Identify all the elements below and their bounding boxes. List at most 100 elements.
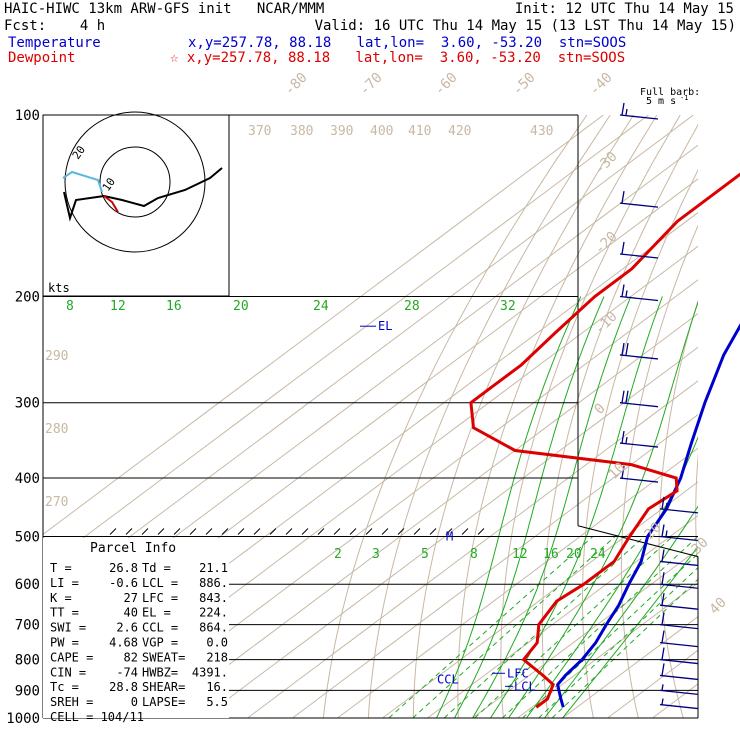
parcel-key: PW = — [50, 636, 79, 650]
dry-adiabat-line — [658, 299, 698, 718]
m-label: M — [446, 529, 453, 543]
parcel-value: 0 — [131, 695, 138, 709]
pressure-label-200: 200 — [15, 290, 40, 306]
hatch-mark — [349, 528, 357, 535]
parcel-value: 5.5 — [206, 695, 228, 709]
barb-shaft — [659, 703, 699, 710]
parcel-info-box: Parcel Info T = 26.8 Td = 21.1 LI = -0.6 LCL = 8… — [43, 538, 229, 724]
valid-time: Valid: 16 UTC Thu 14 May 15 (13 LST Thu … — [314, 18, 736, 34]
barb-full — [621, 342, 625, 356]
barb-full — [621, 390, 625, 403]
barb-full — [661, 496, 665, 509]
hatch-mark — [221, 528, 229, 535]
parcel-key: VGP = — [142, 636, 178, 650]
parcel-key: SREH = — [50, 695, 93, 709]
theta-label: 290 — [45, 349, 68, 364]
isotherm-label: 20 — [642, 520, 665, 543]
theta-e-label: 12 — [110, 299, 126, 314]
theta-label: 390 — [330, 124, 353, 139]
wind-barb — [619, 284, 659, 302]
dewpoint-legend-label: Dewpoint — [8, 50, 76, 66]
parcel-value: 27 — [124, 591, 138, 605]
wind-barb — [659, 549, 699, 567]
barb-legend-1: Full barb: — [640, 87, 700, 98]
mixing-ratio-label: 3 — [372, 547, 380, 562]
barb-full — [625, 390, 629, 403]
lcl-label: LCL — [514, 679, 536, 693]
theta-e-label: 32 — [500, 299, 516, 314]
parcel-value: 40 — [124, 606, 138, 620]
wind-barb — [659, 630, 699, 648]
init-time: Init: 12 UTC Thu 14 May 15 — [514, 1, 734, 17]
mixing-ratio-label: 8 — [470, 547, 478, 562]
dry-adiabat-line — [541, 123, 698, 718]
barb-full — [621, 102, 625, 116]
hatch-mark — [301, 528, 309, 535]
barb-shaft — [659, 508, 699, 514]
barb-shaft — [619, 295, 659, 302]
barb-full — [661, 630, 665, 643]
barb-shaft — [659, 623, 699, 630]
parcel-key: CAPE = — [50, 650, 93, 664]
parcel-value: 21.1 — [199, 561, 228, 575]
theta-label: 420 — [448, 124, 471, 139]
pressure-label-400: 400 — [15, 471, 40, 487]
theta-label: 370 — [248, 124, 271, 139]
wind-barb — [659, 524, 699, 542]
dry-adiabat-line — [620, 224, 698, 718]
parcel-key: TT = — [50, 606, 79, 620]
isotherm-label: -70 — [357, 70, 386, 99]
barb-half — [661, 684, 664, 691]
barb-shaft — [619, 114, 659, 120]
parcel-value: 26.8 — [109, 561, 138, 575]
isotherm-line — [43, 115, 604, 535]
hatch-mark — [189, 528, 197, 535]
isotherm-line — [292, 414, 698, 718]
wind-barb — [659, 698, 699, 710]
hatch-mark — [125, 528, 133, 535]
moist-adiabat-line — [472, 296, 632, 718]
parcel-value: 28.8 — [109, 680, 138, 694]
wind-barb — [619, 102, 659, 120]
mixing-ratio-line — [538, 567, 698, 718]
barb-full — [625, 342, 629, 356]
moist-adiabat-line — [508, 300, 698, 718]
wind-barb — [619, 430, 659, 448]
forecast-hour: Fcst: 4 h — [4, 18, 106, 34]
isotherm-label: -40 — [587, 70, 616, 99]
barb-shaft — [619, 402, 659, 408]
barb-full — [661, 524, 665, 537]
parcel-value: 2.6 — [116, 621, 138, 635]
wind-barb — [619, 465, 659, 483]
hatch-mark — [237, 528, 245, 535]
theta-label: 410 — [408, 124, 431, 139]
hatch-mark — [333, 528, 341, 535]
theta-label: 380 — [290, 124, 313, 139]
isotherm-line — [247, 380, 698, 718]
parcel-value: 16. — [206, 680, 228, 694]
isotherm-label: 40 — [707, 595, 730, 618]
barb-half — [625, 436, 628, 444]
parcel-key: T = — [50, 561, 72, 575]
mixing-ratio-line — [502, 536, 698, 718]
barb-full — [661, 612, 665, 625]
hatch-mark — [141, 528, 149, 535]
moist-adiabat-line — [526, 436, 698, 718]
parcel-value: 864. — [199, 621, 228, 635]
parcel-cell: CELL = 104/11 — [50, 710, 144, 724]
hatch-mark — [365, 528, 373, 535]
barb-shaft — [619, 354, 659, 360]
isotherm-line — [517, 582, 698, 718]
barb-half — [665, 530, 668, 537]
wind-barb — [659, 593, 699, 610]
dry-adiabat-line — [367, 115, 611, 718]
parcel-value: 0.0 — [206, 636, 228, 650]
parcel-key: EL = — [142, 606, 171, 620]
barb-full — [661, 663, 665, 676]
pressure-label-300: 300 — [15, 396, 40, 412]
hatch-mark — [445, 528, 453, 535]
theta-e-label: 20 — [233, 299, 249, 314]
isotherm-label: -60 — [432, 70, 461, 99]
barb-half — [625, 108, 628, 116]
wind-barb — [619, 390, 659, 408]
